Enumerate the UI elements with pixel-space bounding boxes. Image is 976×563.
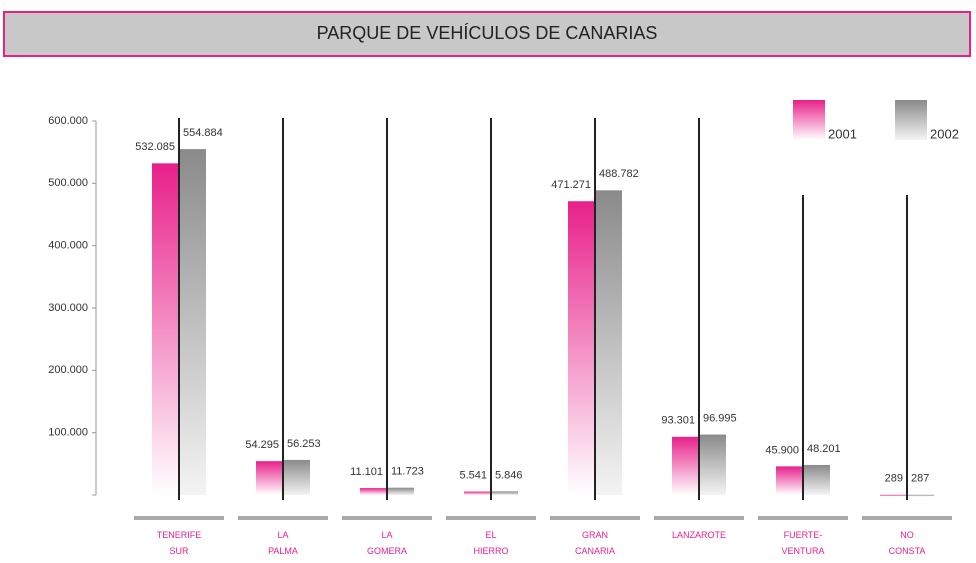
legend-label: 2002 [930,126,959,141]
category-underline [342,516,432,520]
chart-title: PARQUE DE VEHÍCULOS DE CANARIAS [317,23,658,43]
x-tick-label: NO CONSTA [888,530,926,556]
value-label: 289 [885,473,903,485]
legend-swatch [793,100,825,140]
bar [283,459,310,495]
y-tick-label: 200.000 [48,364,88,376]
y-tick-label: 500.000 [48,177,88,189]
category-underline [134,516,224,520]
bar [179,149,206,495]
x-tick-label: FUERTE- VENTURA [781,530,825,556]
value-label: 488.782 [599,168,639,180]
x-tick-label: LANZAROTE [671,530,726,540]
value-label: 287 [911,473,929,485]
bar [776,466,803,495]
value-label: 471.271 [551,179,591,191]
category-underline [446,516,536,520]
bar [672,436,699,495]
category-underline [238,516,328,520]
value-label: 11.101 [350,466,383,478]
bar [387,487,414,495]
value-label: 54.295 [245,439,279,451]
x-tick-label: EL HIERRO [473,530,509,556]
bar [568,201,595,495]
bar [464,491,491,495]
bar [595,190,622,496]
y-tick-label: 600.000 [48,115,88,127]
value-label: 93.301 [661,415,695,427]
value-label: 56.253 [287,438,321,450]
y-tick-label: 100.000 [48,427,88,439]
value-label: 5.846 [495,469,523,481]
x-tick-label: LA PALMA [268,530,298,556]
title-box [3,11,971,57]
value-label: 554.884 [183,127,223,139]
legend-swatch [895,100,927,140]
bar [803,464,830,495]
bar [491,491,518,495]
bar [880,494,907,497]
bar [152,163,179,495]
bar [360,488,387,495]
x-tick-label: TENERIFE SUR [156,530,202,556]
category-underline [862,516,952,520]
value-label: 11.723 [391,466,424,478]
value-label: 45.900 [765,444,799,456]
legend-label: 2001 [828,126,857,141]
category-underline [654,516,744,520]
y-tick-label: 300.000 [48,302,88,314]
value-label: 532.085 [135,141,175,153]
category-underline [758,516,848,520]
x-tick-label: GRAN CANARIA [574,530,615,556]
value-label: 48.201 [807,443,841,455]
bar [256,461,283,495]
category-underline [550,516,640,520]
bar [907,494,934,497]
value-label: 96.995 [703,412,737,424]
bar [699,434,726,495]
value-label: 5.541 [459,469,487,481]
x-tick-label: LA GOMERA [366,530,407,556]
y-tick-label: 400.000 [48,240,88,252]
